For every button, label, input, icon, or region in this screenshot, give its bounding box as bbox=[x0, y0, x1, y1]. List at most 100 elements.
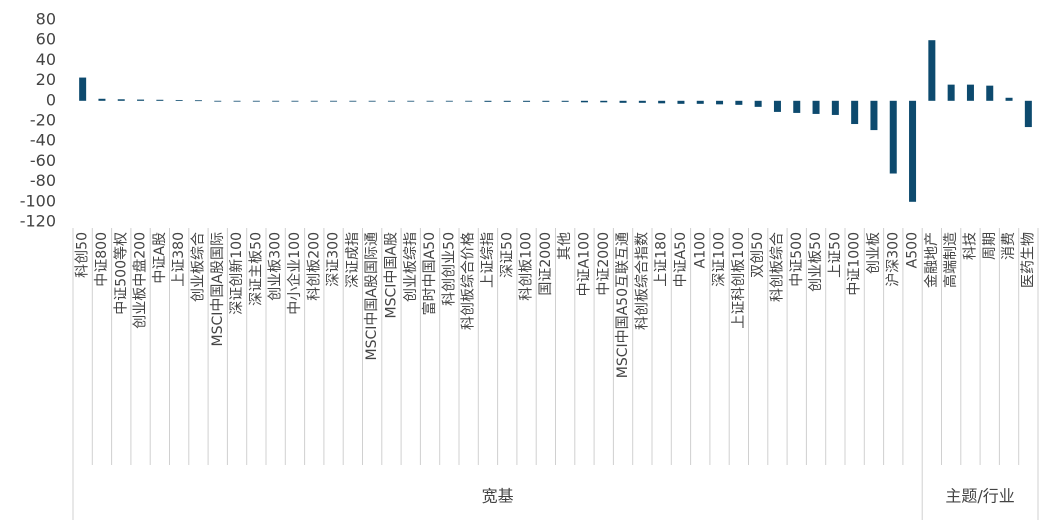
x-tick-label: 富时中国A50 bbox=[421, 232, 438, 315]
bar bbox=[812, 100, 820, 114]
bar bbox=[773, 100, 781, 112]
x-tick-label: 金融地产 bbox=[924, 232, 940, 288]
x-tick-label: MSCI中国A股 bbox=[383, 232, 399, 318]
x-tick-label: 科创板综合价格 bbox=[461, 232, 477, 330]
bar bbox=[600, 100, 608, 103]
bar bbox=[117, 99, 125, 101]
x-tick-label: 中证A股 bbox=[152, 232, 168, 284]
x-tick-label: 高端制造 bbox=[942, 232, 959, 288]
bar bbox=[137, 99, 145, 101]
y-tick-label: 0 bbox=[46, 90, 56, 109]
x-tick-label: 上证50 bbox=[827, 232, 843, 278]
bar bbox=[909, 100, 917, 202]
y-tick-label: 60 bbox=[36, 30, 56, 49]
x-tick-label: A100 bbox=[692, 232, 708, 268]
x-tick-label: 创业板 bbox=[866, 232, 882, 274]
y-tick-label: -60 bbox=[30, 151, 56, 170]
bar bbox=[523, 100, 531, 102]
bar bbox=[272, 100, 280, 102]
x-tick-label: 消费 bbox=[1001, 232, 1017, 260]
bar bbox=[1005, 97, 1013, 101]
x-tick-label: 创业板综指 bbox=[403, 232, 419, 302]
x-tick-label: 国证2000 bbox=[538, 232, 554, 296]
bar bbox=[542, 100, 550, 102]
x-tick-label: 上证380 bbox=[171, 232, 187, 287]
bar bbox=[349, 100, 357, 102]
x-tick-label: 深证主板50 bbox=[248, 232, 264, 306]
y-tick-label: 20 bbox=[36, 70, 56, 89]
x-tick-label: 中证A50 bbox=[673, 232, 689, 287]
x-tick-label: 周期 bbox=[982, 232, 998, 260]
bar bbox=[889, 100, 897, 174]
x-tick-label: 中证500等权 bbox=[112, 232, 129, 315]
bar bbox=[233, 100, 241, 102]
bar bbox=[175, 99, 183, 101]
bar bbox=[1024, 100, 1032, 128]
x-tick-label: 医药生物 bbox=[1020, 232, 1036, 288]
x-tick-label: 科创50 bbox=[75, 232, 91, 278]
x-tick-label: 科技 bbox=[962, 232, 978, 260]
bar bbox=[658, 100, 666, 104]
x-tick-label: 中证800 bbox=[94, 232, 110, 287]
y-tick-label: 80 bbox=[36, 10, 56, 29]
x-tick-label: 创业板综合 bbox=[190, 232, 206, 302]
bar bbox=[966, 84, 974, 101]
bar bbox=[619, 100, 627, 103]
x-tick-label: 深证创新100 bbox=[229, 232, 245, 315]
bar bbox=[986, 85, 994, 101]
x-tick-label: 上证综指 bbox=[480, 232, 496, 288]
bar bbox=[580, 100, 588, 103]
y-tick-label: -100 bbox=[20, 191, 56, 210]
bar bbox=[793, 100, 801, 113]
bar bbox=[735, 100, 743, 105]
x-tick-label: 创业板300 bbox=[268, 232, 284, 301]
bar bbox=[310, 100, 318, 102]
bar bbox=[947, 84, 955, 101]
x-tick-label: 中证500 bbox=[789, 232, 805, 287]
x-tick-label: 深证50 bbox=[499, 232, 515, 278]
y-tick-label: -40 bbox=[30, 131, 56, 150]
bar bbox=[79, 77, 87, 101]
x-tick-label: A500 bbox=[905, 232, 921, 268]
bar bbox=[194, 100, 202, 102]
x-tick-label: MSCI中国A股国际 bbox=[210, 232, 226, 346]
x-tick-label: 创业板50 bbox=[808, 232, 824, 292]
x-tick-label: 其他 bbox=[557, 232, 573, 260]
bar bbox=[716, 100, 724, 105]
x-tick-label: 创业板中盘200 bbox=[132, 232, 149, 329]
group-label: 主题/行业 bbox=[945, 487, 1014, 506]
bar bbox=[831, 100, 839, 115]
x-tick-label: 中证1000 bbox=[847, 232, 863, 296]
x-tick-label: MSCI中国A50互联互通 bbox=[615, 232, 631, 378]
x-tick-label: MSCI中国A股国际通 bbox=[364, 232, 380, 360]
x-tick-label: 中证2000 bbox=[596, 232, 612, 296]
x-tick-label: 科创板200 bbox=[306, 232, 322, 301]
x-tick-label: 中证A100 bbox=[576, 232, 592, 296]
bar bbox=[503, 100, 511, 102]
bar bbox=[696, 100, 704, 104]
x-tick-label: 科创创业50 bbox=[441, 232, 457, 306]
y-tick-label: 40 bbox=[36, 50, 56, 69]
x-tick-label: 科创板综合 bbox=[769, 232, 785, 302]
bar bbox=[98, 98, 106, 101]
bar bbox=[677, 100, 685, 104]
x-tick-label: 深证100 bbox=[712, 232, 728, 287]
x-tick-label: 科创板综合指数 bbox=[634, 232, 650, 330]
group-label: 宽基 bbox=[482, 487, 514, 506]
bar bbox=[484, 100, 492, 102]
x-tick-label: 深证成指 bbox=[345, 232, 361, 288]
x-tick-label: 上证180 bbox=[654, 232, 670, 287]
bar bbox=[465, 100, 473, 102]
x-tick-label: 上证科创板100 bbox=[731, 232, 747, 329]
y-tick-label: -20 bbox=[30, 111, 56, 130]
bar bbox=[387, 100, 395, 102]
bar bbox=[561, 100, 569, 102]
x-tick-label: 双创50 bbox=[750, 232, 766, 278]
x-tick-label: 沪深300 bbox=[885, 232, 901, 287]
bar bbox=[156, 99, 164, 101]
y-tick-label: -120 bbox=[20, 212, 56, 231]
y-tick-label: -80 bbox=[30, 171, 56, 190]
bar bbox=[870, 100, 878, 131]
bar bbox=[252, 100, 260, 102]
